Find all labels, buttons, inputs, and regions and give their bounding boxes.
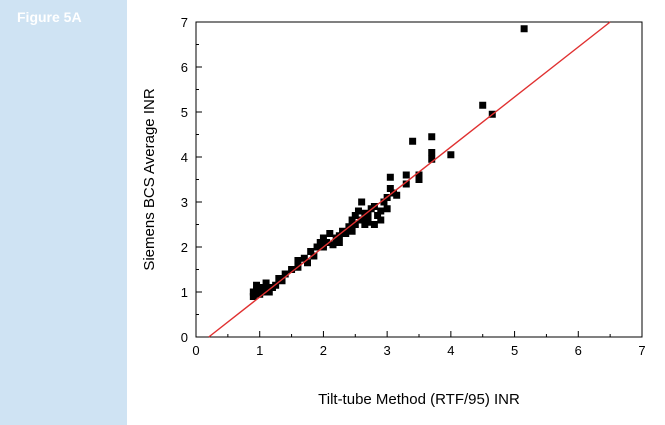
- data-point: [386, 173, 394, 181]
- y-tick-label: 4: [181, 150, 188, 165]
- data-point: [300, 254, 308, 262]
- data-point: [342, 230, 350, 237]
- data-point: [313, 243, 321, 251]
- data-point: [428, 149, 436, 156]
- data-point: [393, 191, 401, 199]
- data-point: [402, 180, 410, 188]
- data-point: [358, 216, 366, 224]
- data-point: [294, 257, 302, 264]
- data-point: [364, 218, 372, 226]
- data-point: [415, 171, 423, 179]
- data-point: [319, 241, 327, 249]
- x-tick-label: 2: [320, 343, 327, 358]
- data-point: [383, 205, 391, 213]
- data-point: [370, 221, 378, 228]
- data-point: [447, 151, 455, 159]
- data-point: [262, 279, 270, 287]
- data-point: [402, 171, 410, 179]
- y-tick-label: 1: [181, 285, 188, 300]
- x-tick-label: 5: [511, 343, 518, 358]
- y-tick-label: 0: [181, 330, 188, 345]
- data-point: [249, 293, 257, 300]
- data-point: [361, 209, 369, 217]
- data-point: [358, 198, 366, 206]
- data-point: [278, 277, 286, 285]
- data-point: [335, 239, 343, 246]
- scatter-chart: 0 1 2 3 4 5 6 7 0 1 2 3 4 5 6 7 Tilt-tube Method (RTF/…: [141, 15, 646, 408]
- x-tick-label: 0: [192, 343, 199, 358]
- y-tick-label: 6: [181, 60, 188, 75]
- data-point: [380, 198, 388, 206]
- y-tick-label: 2: [181, 240, 188, 255]
- data-point: [310, 252, 318, 260]
- y-tick-label: 5: [181, 105, 188, 120]
- fit-line: [208, 21, 611, 338]
- data-point: [351, 221, 359, 228]
- data-point: [409, 137, 417, 145]
- data-point: [319, 234, 327, 242]
- y-axis-ticks: 0 1 2 3 4 5 6 7: [181, 15, 202, 345]
- data-point: [374, 212, 382, 219]
- data-point: [377, 216, 385, 224]
- figure-label: Figure 5A: [17, 9, 82, 25]
- y-axis-label: Siemens BCS Average INR: [141, 88, 158, 270]
- data-point: [354, 207, 362, 215]
- data-point: [326, 230, 334, 237]
- data-point: [386, 185, 394, 192]
- data-point: [348, 227, 356, 235]
- data-point: [415, 176, 423, 183]
- data-point: [479, 101, 487, 109]
- y-tick-label: 3: [181, 195, 188, 210]
- x-tick-label: 4: [447, 343, 454, 358]
- data-point: [428, 155, 436, 163]
- data-point: [351, 212, 359, 219]
- data-point: [335, 232, 343, 240]
- data-point: [307, 248, 315, 255]
- x-axis-ticks: 0 1 2 3 4 5 6 7: [192, 331, 646, 358]
- data-point: [348, 216, 356, 224]
- data-point: [265, 288, 273, 296]
- data-point: [253, 281, 261, 289]
- x-tick-label: 3: [384, 343, 391, 358]
- x-tick-label: 1: [256, 343, 263, 358]
- data-points: [249, 25, 528, 300]
- x-tick-label: 7: [638, 343, 645, 358]
- data-point: [329, 241, 337, 249]
- data-point: [304, 259, 311, 267]
- data-point: [288, 266, 296, 273]
- data-point: [428, 133, 436, 141]
- data-point: [281, 270, 289, 278]
- x-axis-label: Tilt-tube Method (RTF/95) INR: [318, 391, 520, 408]
- data-point: [520, 25, 528, 33]
- y-tick-label: 7: [181, 15, 188, 30]
- data-point: [377, 207, 385, 215]
- chart-panel: 0 1 2 3 4 5 6 7 0 1 2 3 4 5 6 7 Tilt-tube Method (RTF/…: [127, 0, 665, 425]
- x-tick-label: 6: [575, 343, 582, 358]
